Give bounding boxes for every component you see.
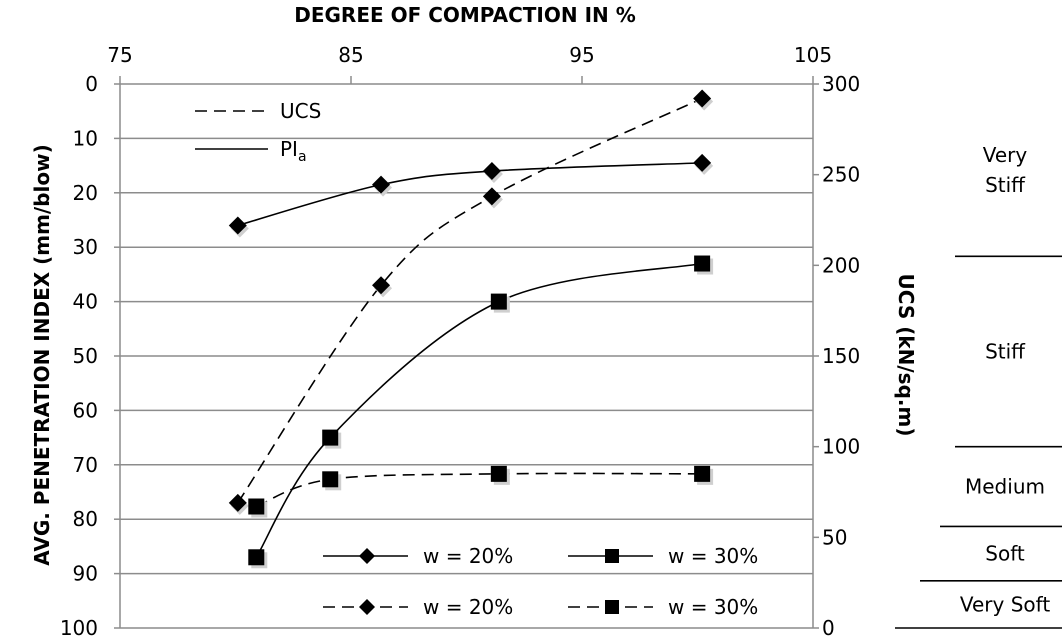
legend-bottom: w = 20% w = 30% w = 20% w = 30% [323, 544, 758, 619]
data-point-square [694, 465, 711, 482]
x-axis-title: DEGREE OF COMPACTION IN % [294, 3, 636, 27]
series-line-1 [237, 162, 703, 227]
legend-bottom-label: w = 20% [423, 595, 513, 619]
right-tick-label: 300 [822, 72, 860, 96]
left-tick-label: 90 [73, 562, 98, 586]
left-tick-label: 100 [60, 616, 98, 638]
axes [114, 76, 819, 629]
data-point-diamond [693, 153, 712, 172]
right-tick-label: 150 [822, 344, 860, 368]
data-point-diamond [228, 493, 247, 512]
zone-label: Stiff [985, 173, 1026, 197]
grid-lines [120, 83, 813, 629]
right-axis-title: UCS (kN/sq.m) [894, 274, 918, 437]
zone-label: Soft [985, 542, 1025, 566]
legend-marker [605, 600, 619, 614]
left-tick-label: 20 [73, 181, 98, 205]
legend-bottom-label: w = 30% [668, 595, 758, 619]
right-tick-label: 250 [822, 163, 860, 187]
data-point-square [248, 549, 265, 566]
left-axis-title: AVG. PENETRATION INDEX (mm/blow) [30, 144, 54, 566]
data-point-square [490, 465, 507, 482]
legend-top-label: PIa [280, 137, 307, 165]
data-point-diamond [693, 89, 712, 108]
data-point-square [694, 255, 711, 272]
series-lines [237, 97, 703, 558]
x-tick-label: 85 [338, 43, 363, 67]
zone-label: Stiff [985, 339, 1026, 363]
legend-marker [359, 548, 375, 564]
left-tick-label: 10 [73, 126, 98, 150]
x-tick-label: 105 [794, 43, 832, 67]
zone-label: Medium [965, 475, 1045, 499]
data-point-square [322, 471, 339, 488]
legend-bottom-label: w = 30% [668, 544, 758, 568]
data-point-diamond [228, 216, 247, 235]
data-point-diamond [372, 276, 391, 295]
zone-label: Very Soft [960, 592, 1050, 616]
series-line-3 [237, 97, 703, 504]
left-tick-label: 70 [73, 453, 98, 477]
left-tick-label: 40 [73, 290, 98, 314]
x-axis-ticks: 75 85 95 105 [107, 43, 832, 67]
legend-bottom-label: w = 20% [423, 544, 513, 568]
right-tick-label: 100 [822, 435, 860, 459]
data-point-square [490, 293, 507, 310]
series-line-4 [256, 472, 703, 508]
right-tick-label: 0 [822, 616, 835, 638]
zone-label: Very [983, 143, 1028, 167]
left-tick-label: 80 [73, 507, 98, 531]
right-tick-label: 50 [822, 525, 847, 549]
legend-subscript: a [298, 149, 307, 165]
data-point-diamond [372, 175, 391, 194]
data-point-square [322, 429, 339, 446]
data-point-diamond [482, 162, 501, 181]
legend-marker [605, 549, 619, 563]
legend-marker [359, 599, 375, 615]
left-tick-label: 50 [73, 344, 98, 368]
right-tick-label: 200 [822, 253, 860, 277]
data-point-square [248, 498, 265, 515]
legend-top: UCS PIa [195, 99, 321, 165]
left-axis-ticks: 0 10 20 30 40 50 60 70 80 90 100 [60, 72, 98, 640]
right-axis-ticks: 0 50 100 150 200 250 300 [822, 72, 860, 640]
series-markers [228, 89, 714, 569]
left-tick-label: 60 [73, 398, 98, 422]
consistency-zones: Very Stiff Stiff Medium Soft Very Soft [895, 143, 1062, 629]
left-tick-label: 0 [85, 72, 98, 96]
x-tick-label: 75 [107, 43, 132, 67]
series-line-2 [255, 262, 703, 558]
data-point-diamond [482, 187, 501, 206]
left-tick-label: 30 [73, 235, 98, 259]
legend-top-label: UCS [280, 99, 321, 123]
x-tick-label: 95 [569, 43, 594, 67]
